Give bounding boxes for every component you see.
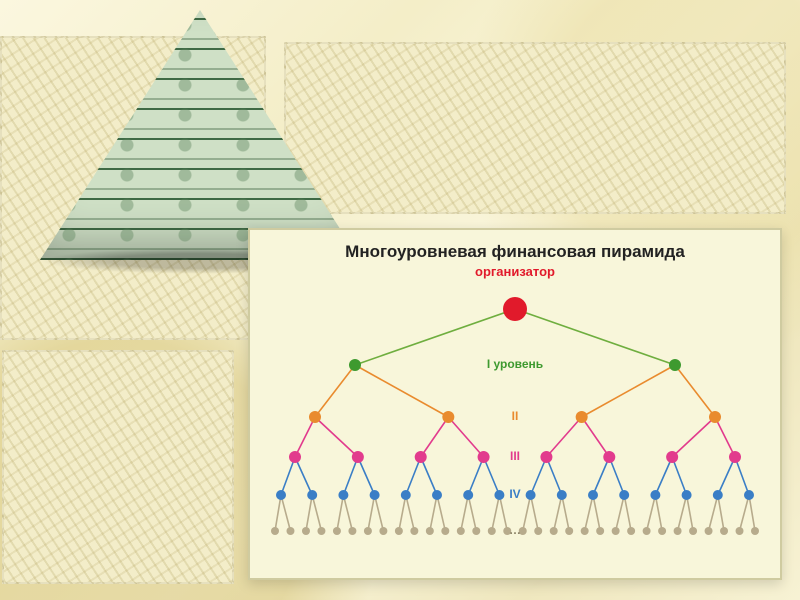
texture-panel [2, 350, 234, 584]
level-label: … [509, 523, 521, 537]
diagram-subtitle: организатор [250, 264, 780, 279]
tree-diagram: I уровеньIIIIIIV… [260, 281, 770, 561]
level-label: II [512, 409, 519, 423]
diagram-card: Многоуровневая финансовая пирамида орган… [248, 228, 782, 580]
money-pyramid [40, 10, 360, 260]
diagram-title: Многоуровневая финансовая пирамида [250, 242, 780, 262]
level-label: III [510, 449, 520, 463]
level-label: IV [509, 487, 520, 501]
level-label: I уровень [487, 357, 543, 371]
